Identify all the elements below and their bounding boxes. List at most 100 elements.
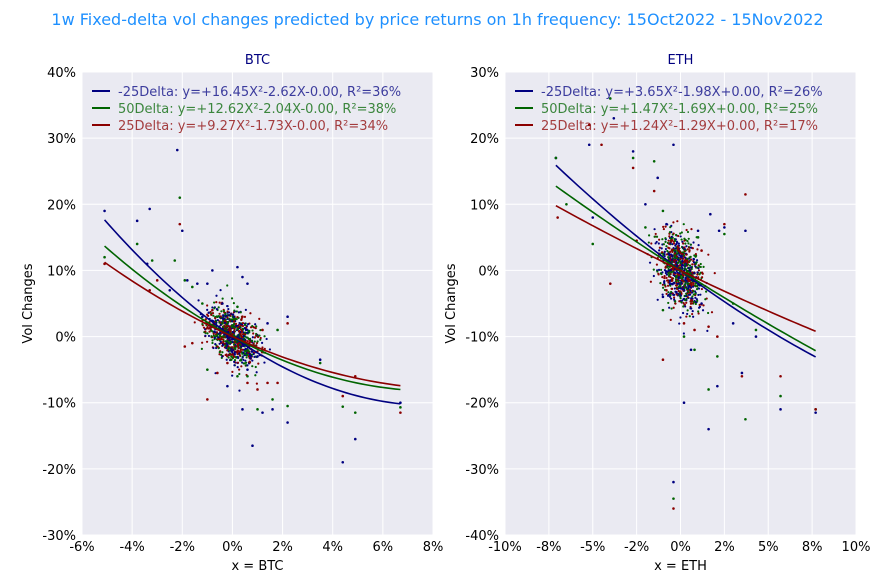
cluster-point: [240, 365, 243, 368]
eth-panel: -10% -8% -5% -2% 0% 2% 5% 8% 10% -40% -30% -20% -10%…: [444, 53, 870, 574]
cluster-point: [685, 301, 688, 304]
cluster-point: [685, 257, 689, 260]
cluster-point: [697, 269, 701, 272]
cluster-point: [668, 265, 671, 269]
y-tick-label: -10%: [465, 331, 499, 346]
cluster-point: [251, 329, 254, 332]
y-tick-label: 20%: [47, 198, 76, 213]
cluster-point: [212, 301, 216, 304]
cluster-point: [678, 264, 682, 267]
cluster-point: [681, 311, 685, 315]
cluster-point: [219, 340, 222, 343]
cluster-point: [664, 247, 668, 251]
cluster-point: [235, 340, 238, 343]
cluster-point: [691, 285, 695, 288]
cluster-point: [663, 268, 667, 272]
cluster-point: [219, 335, 222, 338]
data-point-2: [178, 222, 182, 226]
cluster-point: [697, 276, 700, 279]
cluster-point: [204, 330, 207, 333]
cluster-point: [692, 290, 695, 293]
cluster-point: [229, 340, 232, 343]
cluster-point: [244, 331, 247, 334]
cluster-point: [233, 340, 236, 343]
cluster-point: [675, 274, 678, 278]
cluster-point: [697, 293, 700, 297]
cluster-point: [672, 242, 676, 245]
cluster-point: [678, 300, 681, 303]
cluster-point: [666, 270, 669, 273]
cluster-point: [677, 279, 680, 283]
plot-layer: [554, 97, 817, 510]
cluster-point: [682, 223, 685, 226]
data-point-2: [226, 361, 229, 365]
cluster-point: [676, 220, 679, 223]
cluster-point: [657, 242, 660, 245]
data-point-0: [135, 219, 139, 223]
cluster-point: [258, 317, 261, 320]
data-point-0: [696, 229, 700, 233]
x-tick-label: 0%: [670, 540, 691, 555]
cluster-point: [672, 221, 675, 224]
data-point-1: [103, 255, 106, 259]
cluster-point: [688, 293, 692, 296]
cluster-point: [683, 289, 686, 292]
cluster-point: [687, 242, 690, 245]
data-point-0: [186, 279, 189, 282]
cluster-point: [694, 284, 697, 287]
cluster-point: [223, 319, 227, 322]
data-point-1: [693, 348, 696, 352]
y-tick-label: 10%: [470, 198, 499, 213]
cluster-point: [705, 290, 708, 293]
cluster-point: [666, 249, 669, 253]
data-point-0: [709, 212, 712, 216]
data-point-2: [779, 374, 782, 378]
cluster-point: [679, 235, 682, 238]
cluster-point: [671, 268, 675, 271]
cluster-point: [265, 337, 268, 341]
x-tick-label: -8%: [536, 540, 561, 555]
cluster-point: [694, 253, 697, 256]
data-point-0: [612, 117, 616, 120]
cluster-point: [697, 310, 700, 313]
data-point-2: [609, 282, 612, 285]
cluster-point: [235, 356, 238, 359]
cluster-point: [232, 301, 235, 305]
cluster-point: [685, 295, 688, 298]
cluster-point: [215, 301, 218, 304]
cluster-point: [706, 311, 710, 315]
cluster-point: [684, 299, 687, 302]
cluster-point: [675, 290, 678, 294]
cluster-point: [675, 260, 678, 264]
cluster-point: [684, 268, 688, 271]
data-point-0: [689, 348, 693, 352]
cluster-point: [208, 330, 211, 333]
cluster-point: [231, 330, 234, 334]
cluster-point: [242, 335, 245, 338]
cluster-point: [255, 371, 258, 374]
cluster-point: [202, 326, 206, 329]
cluster-point: [677, 234, 680, 238]
y-tick-label: -30%: [42, 529, 76, 544]
cluster-point: [669, 269, 673, 272]
y-tick-label: -30%: [465, 463, 499, 478]
cluster-point: [206, 332, 209, 335]
cluster-point: [228, 346, 231, 349]
cluster-point: [253, 340, 256, 343]
cluster-point: [211, 306, 214, 309]
cluster-point: [713, 272, 716, 275]
x-tick-label: 6%: [373, 540, 394, 555]
cluster-point: [674, 255, 677, 258]
cluster-point: [230, 324, 234, 327]
cluster-point: [210, 313, 213, 316]
cluster-point: [688, 291, 691, 294]
cluster-point: [228, 336, 232, 339]
cluster-point: [657, 268, 661, 271]
cluster-point: [243, 327, 246, 330]
x-tick-label: 4%: [322, 540, 343, 555]
data-point-1: [591, 242, 595, 246]
cluster-point: [682, 254, 686, 257]
data-point-2: [652, 189, 656, 193]
data-point-0: [103, 209, 106, 213]
data-point-2: [155, 279, 159, 282]
